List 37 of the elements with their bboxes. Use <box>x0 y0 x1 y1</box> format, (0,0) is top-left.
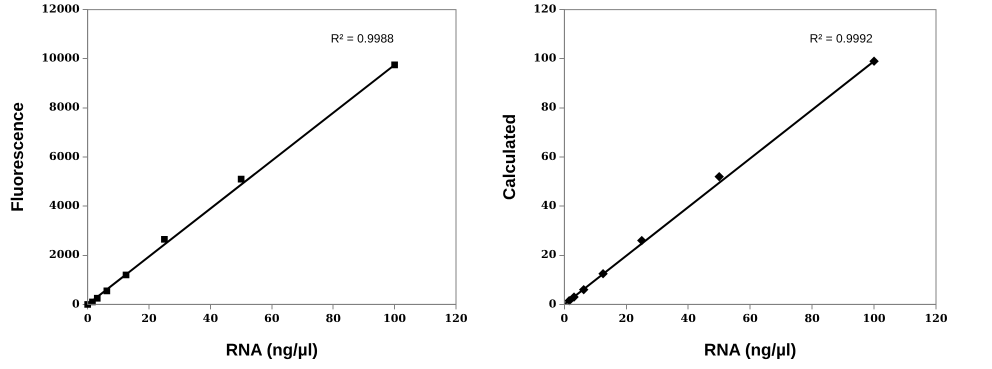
y-tick-label: 40 <box>541 198 557 212</box>
y-tick-label: 12000 <box>41 2 80 16</box>
point <box>714 172 724 182</box>
x-tick-label: 0 <box>560 312 569 325</box>
y-tick-label: 100 <box>533 52 557 65</box>
y-axis-title: Fluorescence <box>8 102 27 212</box>
x-tick-label: 40 <box>680 312 696 325</box>
y-tick-label: 120 <box>533 2 557 16</box>
annotation: R² = 0.9988 <box>330 31 394 46</box>
y-tick-label: 4000 <box>49 198 80 212</box>
x-axis-title: RNA (ng/µl) <box>226 340 318 360</box>
x-tick-label: 20 <box>618 312 634 325</box>
x-tick-label: 100 <box>862 312 886 325</box>
annotation: R² = 0.9992 <box>810 31 874 46</box>
y-tick-label: 60 <box>541 150 557 163</box>
x-tick-label: 0 <box>84 312 92 325</box>
x-tick-label: 120 <box>924 312 948 325</box>
x-axis-title: RNA (ng/µl) <box>704 340 796 360</box>
y-tick-label: 2000 <box>49 248 80 262</box>
y-tick-label: 0 <box>72 297 80 310</box>
x-tick-label: 20 <box>141 312 158 325</box>
y-tick-label: 80 <box>541 100 557 114</box>
x-tick-label: 60 <box>264 312 280 325</box>
x-tick-label: 120 <box>444 312 468 325</box>
y-tick-label: 20 <box>541 248 557 262</box>
x-tick-label: 100 <box>383 312 406 325</box>
y-tick-label: 6000 <box>49 150 80 163</box>
point <box>238 176 244 182</box>
x-tick-label: 80 <box>326 312 342 325</box>
x-tick-label: 60 <box>742 312 758 325</box>
y-axis-title: Calculated <box>500 114 519 200</box>
y-tick-label: 0 <box>548 297 557 310</box>
y-tick-label: 8000 <box>49 100 80 114</box>
x-tick-label: 80 <box>804 312 820 325</box>
y-tick-label: 10000 <box>41 52 80 65</box>
x-tick-label: 40 <box>202 312 218 325</box>
point <box>161 236 168 243</box>
